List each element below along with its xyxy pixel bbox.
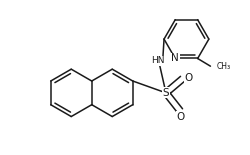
Text: O: O bbox=[184, 73, 192, 83]
Text: CH₃: CH₃ bbox=[216, 62, 230, 71]
Text: O: O bbox=[176, 112, 185, 122]
Text: N: N bbox=[171, 53, 179, 64]
Text: S: S bbox=[163, 88, 169, 98]
Text: HN: HN bbox=[152, 56, 165, 65]
